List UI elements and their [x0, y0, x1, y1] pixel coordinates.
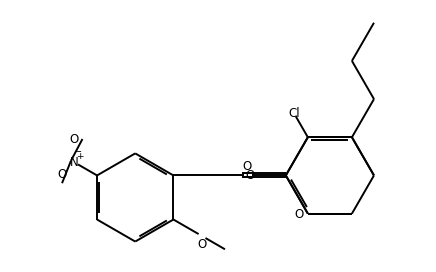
Text: O: O — [198, 238, 207, 251]
Text: O: O — [243, 160, 252, 173]
Text: O: O — [295, 208, 304, 221]
Text: +: + — [76, 152, 84, 161]
Text: O: O — [70, 132, 79, 146]
Text: O: O — [245, 169, 255, 182]
Text: −: − — [74, 147, 82, 157]
Text: Cl: Cl — [289, 107, 300, 120]
Text: N: N — [70, 156, 78, 169]
Text: O: O — [58, 168, 67, 181]
